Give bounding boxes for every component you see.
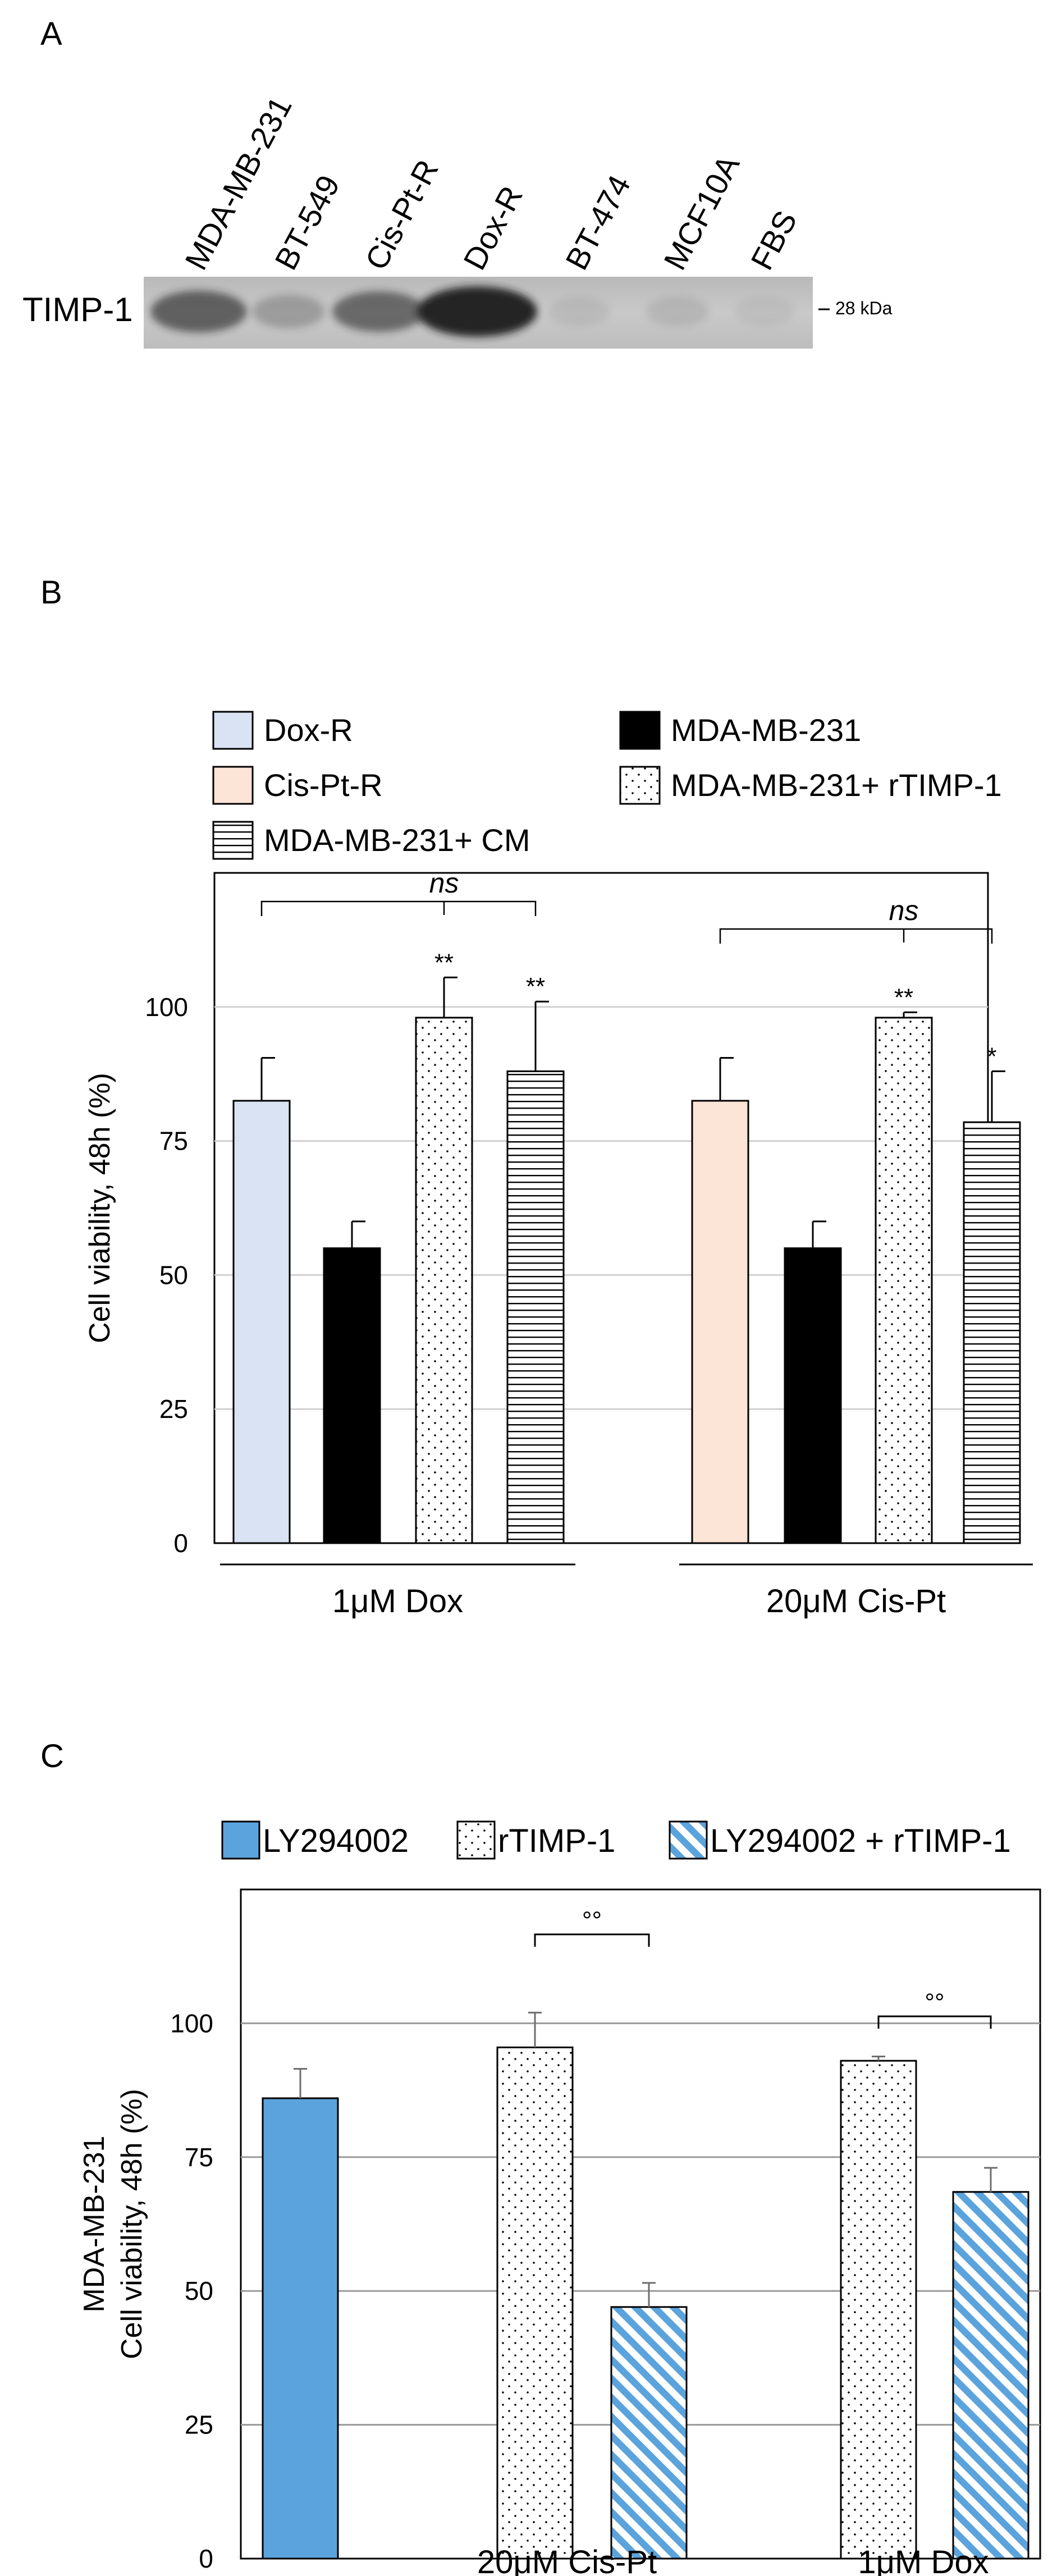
lane-label: BT-474 <box>559 170 637 276</box>
chart-b-bar <box>415 1017 473 1544</box>
chart-c-bracket-label: °° <box>925 1989 944 2016</box>
chart-b-y-tick-label: 100 <box>145 992 188 1022</box>
chart-b-significance: * <box>987 1042 996 1070</box>
chart-b-bar <box>784 1247 842 1544</box>
chart-c-bracket <box>534 1933 650 1947</box>
panel-b-label: B <box>40 574 62 611</box>
panel-c: C LY294002 rTIMP-1 LY294002 + rTIMP-1 0 25 5… <box>40 1738 1041 2576</box>
chart-c-bracket <box>877 2015 992 2029</box>
timp1-protein-label: TIMP-1 <box>22 291 133 328</box>
legend-b-swatch <box>619 766 661 805</box>
chart-c-y-tick-label: 0 <box>199 2544 213 2573</box>
chart-b-significance: ** <box>894 983 913 1011</box>
legend-b-label: MDA-MB-231+ rTIMP-1 <box>671 767 1002 803</box>
chart-b-y-axis-label: Cell viability, 48h (%) <box>84 1073 116 1343</box>
legend-c-swatch <box>456 1820 496 1860</box>
chart-b-group-label: 1μM Dox <box>332 1583 463 1619</box>
legend-b-swatch <box>212 711 254 750</box>
size-marker-label: 28 kDa <box>835 298 893 318</box>
legend-b-label: Dox-R <box>264 712 353 748</box>
legend-c-swatch <box>221 1820 260 1860</box>
chart-b-bar <box>232 1100 291 1544</box>
legend-b-label: Cis-Pt-R <box>264 767 383 803</box>
chart-c-y-tick-label: 100 <box>170 2008 213 2038</box>
legend-c-label: LY294002 + rTIMP-1 <box>710 1823 1011 1859</box>
timp1-band <box>646 296 709 327</box>
blot-bands <box>150 286 795 337</box>
chart-b-y-tick-label: 25 <box>159 1394 188 1424</box>
chart-b-bar <box>323 1247 381 1544</box>
chart-b-group-label: 20μM Cis-Pt <box>766 1583 946 1619</box>
legend-b-swatch <box>619 711 661 750</box>
chart-b-y-tick-label: 75 <box>159 1127 188 1156</box>
chart-c-bar <box>840 2060 917 2560</box>
chart-c-group-label: 20μM Cis-Pt <box>477 2544 657 2576</box>
chart-c-bar <box>262 2097 339 2560</box>
lane-label: MCF10A <box>657 149 747 275</box>
timp1-band <box>548 297 610 326</box>
legend-b-swatch <box>212 821 254 860</box>
chart-c-y-tick-label: 25 <box>185 2410 213 2440</box>
panel-c-label: C <box>40 1738 64 1774</box>
chart-b-significance: ** <box>526 973 545 1000</box>
chart-c: 0 25 50 75 100 °° °° 20μM Cis-Pt 1μM Dox <box>170 1907 1040 2576</box>
chart-b-bar <box>875 1017 933 1544</box>
timp1-band <box>734 297 795 326</box>
legend-c-label: rTIMP-1 <box>498 1823 615 1859</box>
legend-c-swatch <box>669 1820 708 1860</box>
chart-b-significance: ** <box>434 949 454 976</box>
legend-c: LY294002 rTIMP-1 LY294002 + rTIMP-1 <box>221 1820 1011 1860</box>
chart-c-y-axis-label-line1: MDA-MB-231 <box>78 2136 111 2313</box>
lane-label: BT-549 <box>268 170 346 276</box>
legend-c-label: LY294002 <box>263 1823 409 1859</box>
chart-c-bar <box>952 2191 1029 2560</box>
chart-b-bracket <box>260 900 537 916</box>
timp1-band <box>417 286 537 337</box>
chart-c-bar <box>496 2046 574 2560</box>
lane-label: Dox-R <box>456 180 529 276</box>
legend-b-label: MDA-MB-231+ CM <box>264 822 530 858</box>
chart-c-y-tick-label: 75 <box>185 2143 213 2172</box>
chart-b-y-tick-label: 0 <box>173 1529 188 1558</box>
chart-b-bracket <box>719 928 993 944</box>
chart-b-bracket-label: ns <box>429 867 459 899</box>
chart-b-bar <box>506 1070 565 1544</box>
lane-label: Cis-Pt-R <box>358 154 445 275</box>
chart-b-bar <box>963 1121 1021 1544</box>
timp1-band <box>332 291 425 332</box>
chart-c-y-tick-label: 50 <box>185 2276 213 2305</box>
legend-b: Dox-R Cis-Pt-R MDA-MB-231+ CM MDA-MB-231 MDA… <box>212 711 1002 860</box>
lane-label: FBS <box>744 205 804 276</box>
legend-b-label: MDA-MB-231 <box>671 712 861 748</box>
chart-c-y-axis-label-line2: Cell viability, 48h (%) <box>116 2089 148 2359</box>
panel-a-label: A <box>40 16 62 52</box>
timp1-band <box>150 290 247 333</box>
panel-b: B Dox-R Cis-Pt-R MDA-MB-231+ CM MDA-MB-231 M… <box>40 574 1033 1619</box>
timp1-band <box>252 295 325 328</box>
chart-c-bar <box>610 2306 688 2560</box>
chart-c-bracket-label: °° <box>582 1907 602 1934</box>
chart-b-y-tick-label: 50 <box>159 1260 188 1289</box>
chart-c-group-label: 1μM Dox <box>858 2544 989 2576</box>
legend-b-swatch <box>212 766 254 805</box>
chart-b-bracket-label: ns <box>889 895 919 926</box>
chart-b-bar <box>691 1100 749 1544</box>
